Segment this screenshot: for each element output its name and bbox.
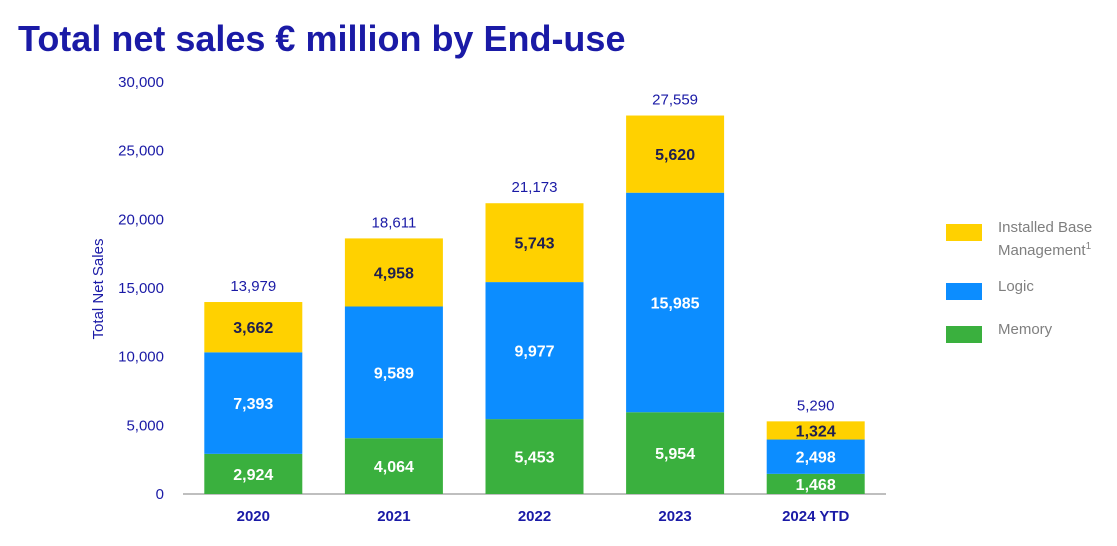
data-label-memory: 2,924 xyxy=(233,467,273,484)
total-label: 21,173 xyxy=(512,179,558,196)
bar-installed-base-management xyxy=(344,238,443,307)
y-tick-label: 25,000 xyxy=(118,143,164,160)
legend-label-memory: Memory xyxy=(998,321,1053,338)
total-label: 18,611 xyxy=(372,214,417,231)
data-label-installed-base-management: 4,958 xyxy=(374,265,414,282)
bar-logic xyxy=(626,192,725,413)
legend-label-line1: Installed Base xyxy=(998,219,1093,236)
data-label-memory: 5,453 xyxy=(514,450,554,467)
x-tick-label: 2023 xyxy=(658,508,691,525)
bar-memory xyxy=(766,473,865,494)
legend-swatch-memory xyxy=(946,326,982,343)
total-label: 5,290 xyxy=(797,397,835,414)
bar-memory xyxy=(344,438,443,494)
y-tick-label: 20,000 xyxy=(118,211,164,228)
y-tick-label: 5,000 xyxy=(126,417,164,434)
data-label-memory: 4,064 xyxy=(374,459,414,476)
chart-title: Total net sales € million by End-use xyxy=(18,18,626,59)
x-tick-label: 2021 xyxy=(377,508,410,525)
legend-swatch-installed-base xyxy=(946,224,982,241)
y-tick-label: 30,000 xyxy=(118,74,164,91)
data-label-logic: 2,498 xyxy=(796,450,836,467)
data-label-memory: 1,468 xyxy=(796,477,836,494)
legend-item-logic: Logic xyxy=(946,277,1034,300)
bar-memory xyxy=(485,419,584,494)
bar-logic xyxy=(344,306,443,439)
y-tick-label: 10,000 xyxy=(118,349,164,366)
legend-label-logic: Logic xyxy=(998,278,1034,295)
legend-label-installed-base: Installed Base Management1 xyxy=(998,218,1092,260)
data-label-installed-base-management: 5,620 xyxy=(655,147,695,164)
bar-logic xyxy=(766,439,865,474)
footnote-marker: 1 xyxy=(1085,241,1092,252)
bar-logic xyxy=(204,352,303,454)
data-label-installed-base-management: 3,662 xyxy=(233,320,273,337)
data-label-logic: 15,985 xyxy=(651,295,700,312)
bar-memory xyxy=(204,453,303,494)
y-tick-label: 15,000 xyxy=(118,280,164,297)
x-tick-label: 2022 xyxy=(518,508,551,525)
y-axis-label: Total Net Sales xyxy=(90,239,107,340)
bar-memory xyxy=(626,412,725,494)
legend-label-line2: Management xyxy=(998,242,1086,259)
data-label-memory: 5,954 xyxy=(655,446,695,463)
data-label-logic: 7,393 xyxy=(233,396,273,413)
x-tick-label: 2024 YTD xyxy=(782,508,849,525)
total-label: 13,979 xyxy=(230,278,276,295)
data-label-installed-base-management: 5,743 xyxy=(514,236,554,253)
bar-logic xyxy=(485,282,584,420)
data-label-logic: 9,589 xyxy=(374,365,414,382)
bar-installed-base-management xyxy=(485,203,584,283)
data-label-installed-base-management: 1,324 xyxy=(796,423,836,440)
bar-installed-base-management xyxy=(766,421,865,440)
x-tick-label: 2020 xyxy=(237,508,270,525)
total-label: 27,559 xyxy=(652,92,698,109)
legend-item-memory: Memory xyxy=(946,320,1052,343)
legend-item-installed-base: Installed Base Management1 xyxy=(946,218,1092,260)
bar-installed-base-management xyxy=(626,115,725,193)
legend-swatch-logic xyxy=(946,283,982,300)
bar-installed-base-management xyxy=(204,302,303,353)
data-label-logic: 9,977 xyxy=(514,344,554,361)
y-tick-label: 0 xyxy=(156,486,164,503)
